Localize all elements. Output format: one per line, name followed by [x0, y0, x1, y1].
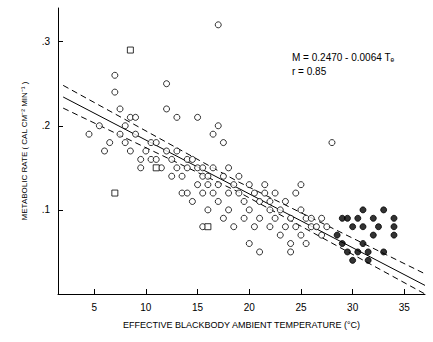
svg-text:r = 0.85: r = 0.85	[292, 66, 327, 77]
svg-text:20: 20	[244, 302, 256, 313]
svg-text:5: 5	[91, 302, 97, 313]
svg-text:EFFECTIVE BLACKBODY AMBIENT TE: EFFECTIVE BLACKBODY AMBIENT TEMPERATURE …	[123, 320, 360, 330]
svg-text:M = 0.2470 - 0.0064 Tₑ: M = 0.2470 - 0.0064 Tₑ	[292, 52, 394, 63]
svg-text:.3: .3	[42, 36, 51, 47]
svg-text:10: 10	[140, 302, 152, 313]
svg-text:30: 30	[347, 302, 359, 313]
svg-text:25: 25	[295, 302, 307, 313]
svg-text:35: 35	[399, 302, 411, 313]
svg-text:.2: .2	[42, 120, 51, 131]
svg-text:15: 15	[192, 302, 204, 313]
svg-text:METABOLIC RATE ( CAL CM⁻² MIN⁻: METABOLIC RATE ( CAL CM⁻² MIN⁻¹ )	[20, 81, 29, 220]
svg-text:.1: .1	[42, 204, 51, 215]
